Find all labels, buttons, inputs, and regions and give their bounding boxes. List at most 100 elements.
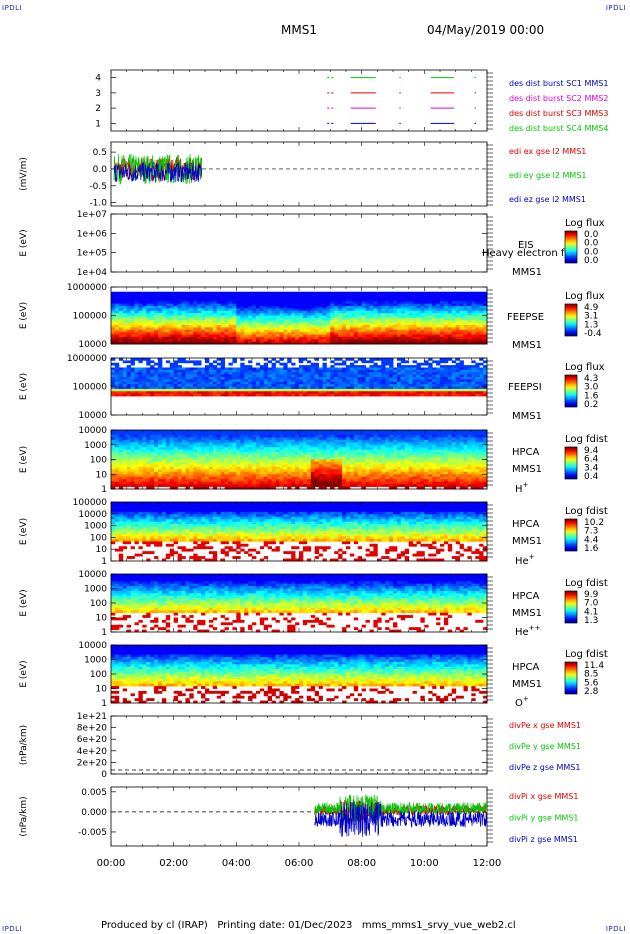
feepsi-cell — [365, 360, 370, 364]
feepse-cell — [267, 303, 272, 307]
feepse-cell — [369, 313, 374, 316]
hpca_h-cell — [220, 459, 225, 463]
hpca_h-cell — [232, 447, 237, 451]
feepsi-cell — [287, 372, 292, 376]
feepse-cell — [483, 308, 488, 312]
feepse-cell — [130, 303, 135, 307]
feepse-ytick-label: 10000 — [78, 340, 107, 350]
feepsi-cell — [205, 374, 210, 378]
feepse-cell — [349, 303, 355, 307]
hpca_h-cell — [236, 454, 241, 458]
spacecraft-title: MMS1 — [281, 23, 317, 37]
hpca_h-cell — [212, 459, 218, 463]
feepsi-cell — [279, 362, 284, 366]
feepse-cell — [122, 291, 128, 295]
hpca_h-cell — [197, 442, 202, 446]
feepsi-cell — [440, 381, 445, 385]
feepse-cell — [142, 341, 147, 345]
feepse-cell — [342, 334, 347, 338]
feepse-cell — [330, 320, 335, 324]
hpca_h-cell — [259, 469, 265, 473]
feepse-cell — [220, 341, 225, 345]
feepsi-cell — [248, 391, 253, 395]
feepse-cell — [146, 332, 151, 335]
feepsi-cell — [389, 377, 394, 380]
feepse-cell — [443, 327, 449, 331]
feepse-cell — [393, 339, 398, 343]
hpca_h-cell — [201, 444, 206, 448]
feepse-cell — [114, 320, 120, 324]
feepsi-cell — [154, 381, 159, 385]
feepse-cell — [291, 294, 296, 297]
feepse-cell — [208, 294, 214, 297]
hpca_h-cell — [185, 432, 190, 436]
feepsi-cell — [181, 377, 186, 380]
feepse-cell — [318, 294, 323, 297]
feepse-cell — [142, 315, 147, 319]
hpca_h-cell — [236, 469, 241, 473]
feepsi-cell — [189, 393, 194, 397]
feepse-cell — [408, 334, 413, 338]
hpca_h-cell — [244, 486, 249, 490]
feepse-cell — [314, 294, 319, 297]
feepsi-cell — [369, 386, 374, 390]
feepsi-cell — [240, 386, 245, 390]
feepse-cell — [306, 310, 312, 314]
hpca_h-cell — [287, 447, 292, 451]
feepse-cell — [396, 332, 402, 335]
feepse-cell — [424, 320, 429, 324]
feepse-cell — [455, 296, 460, 300]
hpca_h-cell — [130, 454, 135, 458]
feepse-cell — [357, 298, 363, 302]
hpca_h-cell — [244, 442, 249, 446]
feepse-cell — [467, 308, 472, 312]
hpca_h-cell — [228, 461, 233, 465]
feepse-cell — [428, 303, 433, 307]
hpca_h-cell — [181, 457, 186, 460]
hpca_h-cell — [279, 444, 284, 448]
feepsi-cell — [114, 362, 120, 366]
feepse-cell — [443, 332, 449, 335]
hpca_h-cell — [205, 449, 210, 453]
hpca_h-cell — [252, 439, 257, 443]
feepsi-cell — [287, 393, 292, 397]
feepse-cell — [165, 303, 171, 307]
hpca_h-cell — [287, 464, 292, 468]
feepse-cell — [205, 320, 210, 324]
hpca_h-cell — [197, 447, 202, 451]
feepse-cell — [181, 303, 186, 307]
feepsi-cell — [161, 381, 167, 385]
feepse-cell — [361, 301, 366, 305]
hpca_h-cell — [271, 437, 276, 441]
hpca_h-cell — [185, 439, 190, 443]
feepse-cell — [381, 301, 386, 305]
feepse-cell — [111, 291, 116, 295]
hpca_h-cell — [173, 471, 178, 475]
feepse-cell — [146, 325, 151, 328]
feepsi-cell — [353, 388, 359, 392]
feepsi-cell — [357, 377, 363, 380]
feepsi-cell — [173, 379, 178, 383]
feepsi-cell — [271, 377, 276, 380]
hpca_h-cell — [291, 454, 296, 458]
feepsi-cell — [393, 391, 398, 395]
hpca_h-cell — [130, 469, 135, 473]
feepsi-cell — [193, 377, 198, 380]
feepsi-cell — [443, 358, 449, 361]
feepse-cell — [436, 320, 441, 324]
hpca_h-cell — [283, 481, 288, 485]
feepsi-cell — [271, 362, 276, 366]
feepse-cell — [389, 313, 394, 316]
feepse-cell — [197, 313, 202, 316]
feepsi-cell — [299, 367, 304, 371]
feepse-cell — [428, 296, 433, 300]
hpca_h-cell — [181, 437, 186, 441]
feepsi-cell — [271, 386, 276, 390]
feepsi-cell — [408, 365, 413, 368]
hpca_h-cell — [208, 479, 214, 483]
feepse-cell — [169, 334, 175, 338]
feepse-cell — [326, 325, 331, 328]
feepsi-cell — [111, 377, 116, 380]
feepsi-cell — [142, 372, 147, 376]
feepsi-cell — [342, 384, 347, 387]
